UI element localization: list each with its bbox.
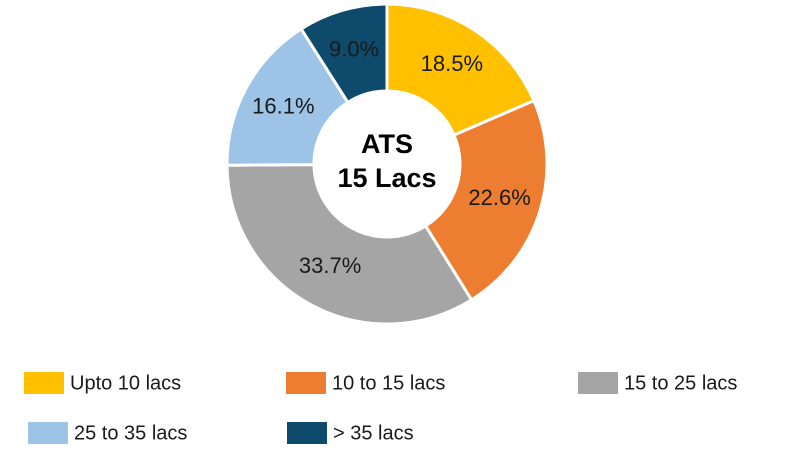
slice bbox=[385, 2, 536, 138]
legend-label: 10 to 15 lacs bbox=[332, 372, 445, 394]
slice bbox=[423, 98, 549, 302]
legend-label: 15 to 25 lacs bbox=[624, 372, 737, 394]
data-label: 22.6% bbox=[468, 185, 530, 210]
data-label: 16.1% bbox=[252, 93, 314, 118]
slice bbox=[299, 2, 389, 105]
legend-swatch bbox=[578, 372, 618, 394]
legend-swatch bbox=[287, 422, 327, 444]
data-label: 9.0% bbox=[329, 37, 379, 62]
center-label: 15 Lacs bbox=[337, 163, 436, 193]
legend-swatch bbox=[28, 422, 68, 444]
legend-label: > 35 lacs bbox=[333, 422, 414, 444]
data-label: 33.7% bbox=[299, 253, 361, 278]
legend-label: Upto 10 lacs bbox=[70, 372, 181, 394]
slice bbox=[225, 163, 474, 326]
slice bbox=[225, 26, 350, 167]
legend-swatch bbox=[24, 372, 64, 394]
legend-label: 25 to 35 lacs bbox=[74, 422, 187, 444]
data-label: 18.5% bbox=[421, 51, 483, 76]
legend-swatch bbox=[286, 372, 326, 394]
center-label: ATS bbox=[361, 129, 413, 159]
